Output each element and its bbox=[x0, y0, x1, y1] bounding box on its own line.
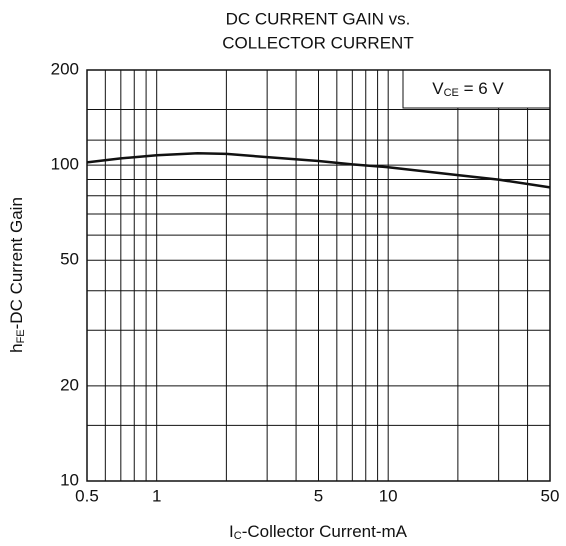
x-tick-label: 0.5 bbox=[75, 486, 99, 505]
annotation: VCE = 6 V bbox=[432, 79, 504, 98]
y-tick-label: 200 bbox=[51, 59, 79, 78]
plot-frame bbox=[86, 69, 551, 482]
x-tick-label: 50 bbox=[541, 486, 560, 505]
annotation-box bbox=[402, 69, 551, 109]
annotation-part: CE bbox=[444, 87, 459, 99]
x-tick-label: 10 bbox=[379, 486, 398, 505]
y-tick-label: 50 bbox=[60, 250, 79, 269]
x-axis-label: IC-Collector Current-mA bbox=[229, 522, 408, 541]
chart-title: COLLECTOR CURRENT bbox=[222, 33, 413, 52]
x-tick-label: 1 bbox=[152, 486, 161, 505]
annotation-part: = 6 V bbox=[459, 79, 505, 98]
y-tick-label: 20 bbox=[60, 375, 79, 394]
data-line bbox=[86, 152, 551, 189]
annotation-part: V bbox=[432, 79, 444, 98]
x-tick-label: 5 bbox=[314, 486, 323, 505]
y-tick-label: 100 bbox=[51, 155, 79, 174]
y-axis-label: hFE-DC Current Gain bbox=[7, 197, 26, 353]
y-tick-label: 10 bbox=[60, 470, 79, 489]
chart-title: DC CURRENT GAIN vs. bbox=[226, 9, 411, 28]
